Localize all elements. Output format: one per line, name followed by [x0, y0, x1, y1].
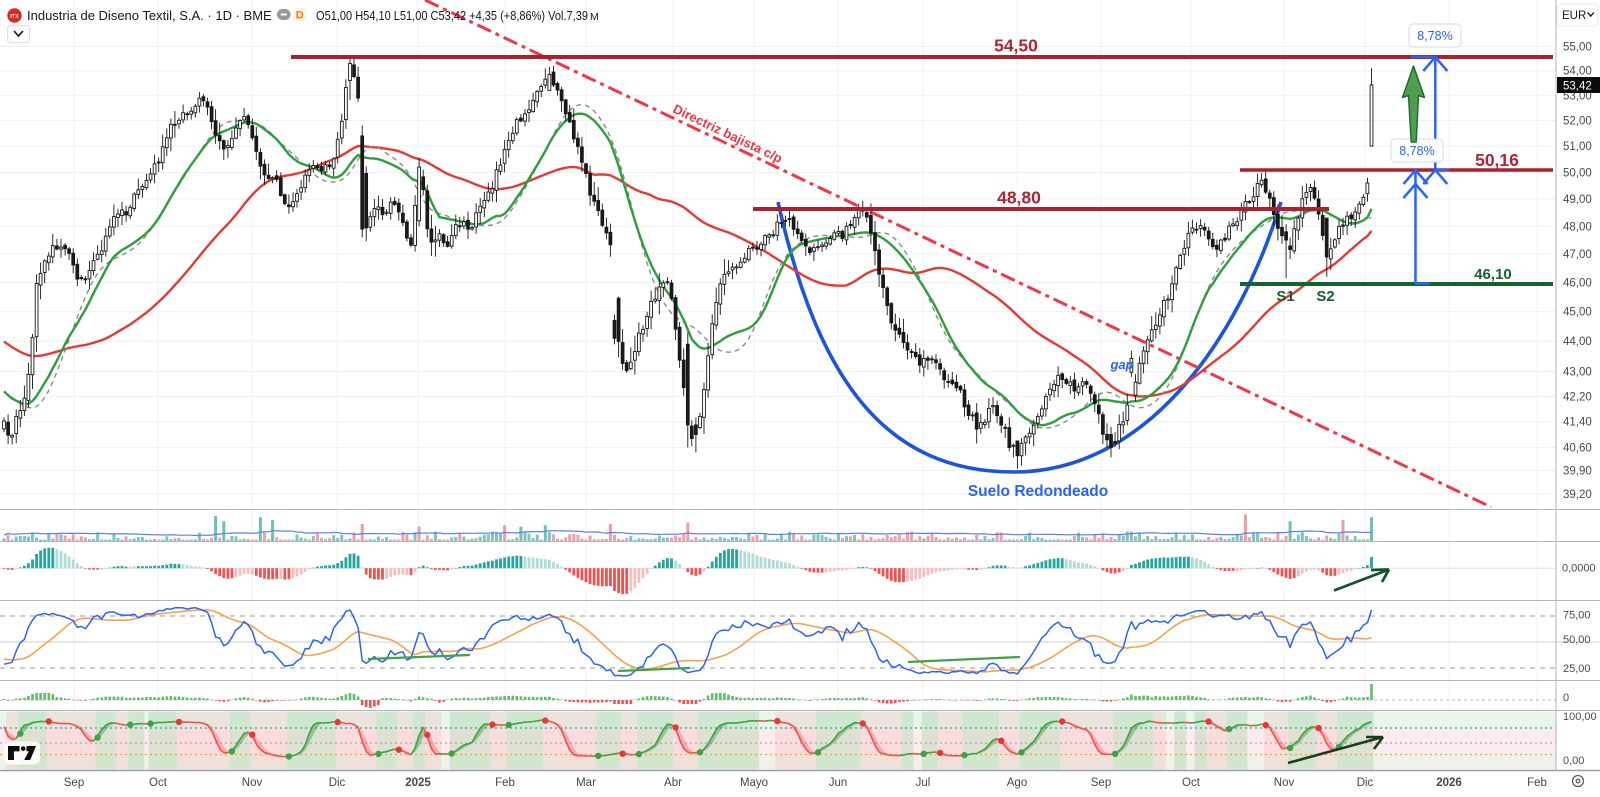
svg-text:0,0000: 0,0000: [1562, 563, 1596, 575]
svg-text:Oct: Oct: [149, 777, 168, 789]
svg-text:46,00: 46,00: [1563, 278, 1592, 290]
svg-text:0: 0: [1563, 692, 1569, 704]
svg-text:48,80: 48,80: [997, 188, 1041, 208]
svg-text:45,00: 45,00: [1563, 307, 1592, 319]
svg-text:Suelo Redondeado: Suelo Redondeado: [968, 483, 1108, 500]
svg-text:40,60: 40,60: [1563, 443, 1592, 455]
svg-text:Jul: Jul: [916, 777, 931, 789]
svg-text:44,00: 44,00: [1563, 336, 1592, 348]
svg-text:Ago: Ago: [1007, 777, 1027, 789]
svg-text:Mar: Mar: [576, 777, 596, 789]
svg-text:42,20: 42,20: [1563, 391, 1592, 403]
svg-text:Feb: Feb: [1527, 777, 1547, 789]
svg-text:2025: 2025: [405, 777, 431, 789]
svg-text:gap: gap: [1109, 357, 1133, 372]
svg-text:54,00: 54,00: [1563, 66, 1592, 78]
svg-text:46,10: 46,10: [1474, 266, 1512, 283]
svg-text:EUR: EUR: [1562, 10, 1586, 22]
svg-text:Sep: Sep: [1091, 777, 1111, 789]
svg-text:Dic: Dic: [329, 777, 346, 789]
svg-text:Oct: Oct: [1182, 777, 1201, 789]
svg-text:100,00: 100,00: [1563, 711, 1597, 723]
svg-text:25,00: 25,00: [1563, 663, 1591, 675]
svg-text:54,50: 54,50: [994, 36, 1038, 56]
svg-text:S2: S2: [1316, 288, 1334, 305]
svg-text:S1: S1: [1276, 288, 1294, 305]
svg-text:48,00: 48,00: [1563, 221, 1592, 233]
svg-text:Mayo: Mayo: [740, 777, 768, 789]
svg-text:Nov: Nov: [242, 777, 263, 789]
svg-text:Sep: Sep: [64, 777, 84, 789]
svg-text:Dic: Dic: [1357, 777, 1374, 789]
svg-text:50,16: 50,16: [1475, 150, 1519, 170]
svg-text:0,00: 0,00: [1563, 755, 1584, 767]
svg-text:41,40: 41,40: [1563, 417, 1592, 429]
svg-text:39,90: 39,90: [1563, 466, 1592, 478]
svg-text:39,20: 39,20: [1563, 489, 1592, 501]
svg-text:Abr: Abr: [664, 777, 682, 789]
svg-text:Jun: Jun: [829, 777, 848, 789]
svg-text:8,78%: 8,78%: [1399, 144, 1434, 158]
svg-text:47,00: 47,00: [1563, 249, 1592, 261]
svg-text:75,00: 75,00: [1563, 610, 1591, 622]
svg-text:43,00: 43,00: [1563, 367, 1592, 379]
svg-text:49,00: 49,00: [1563, 194, 1592, 206]
svg-text:50,00: 50,00: [1563, 167, 1592, 179]
svg-text:52,00: 52,00: [1563, 116, 1592, 128]
svg-text:Nov: Nov: [1274, 777, 1295, 789]
svg-text:O51,00 H54,10 L51,00 C53,42 +4: O51,00 H54,10 L51,00 C53,42 +4,35 (+8,86…: [316, 9, 588, 23]
svg-text:Feb: Feb: [495, 777, 515, 789]
svg-text:51,00: 51,00: [1563, 141, 1592, 153]
svg-text:55,00: 55,00: [1563, 41, 1592, 53]
svg-text:Industria de Diseno Textil, S.: Industria de Diseno Textil, S.A. · 1D · …: [27, 8, 272, 23]
svg-text:M: M: [590, 11, 599, 23]
svg-text:8,78%: 8,78%: [1417, 29, 1452, 43]
svg-text:53,42: 53,42: [1563, 81, 1592, 93]
svg-text:2026: 2026: [1436, 777, 1462, 789]
svg-text:ITX: ITX: [10, 14, 19, 20]
svg-text:50,00: 50,00: [1563, 634, 1591, 646]
svg-text:D: D: [296, 10, 304, 22]
